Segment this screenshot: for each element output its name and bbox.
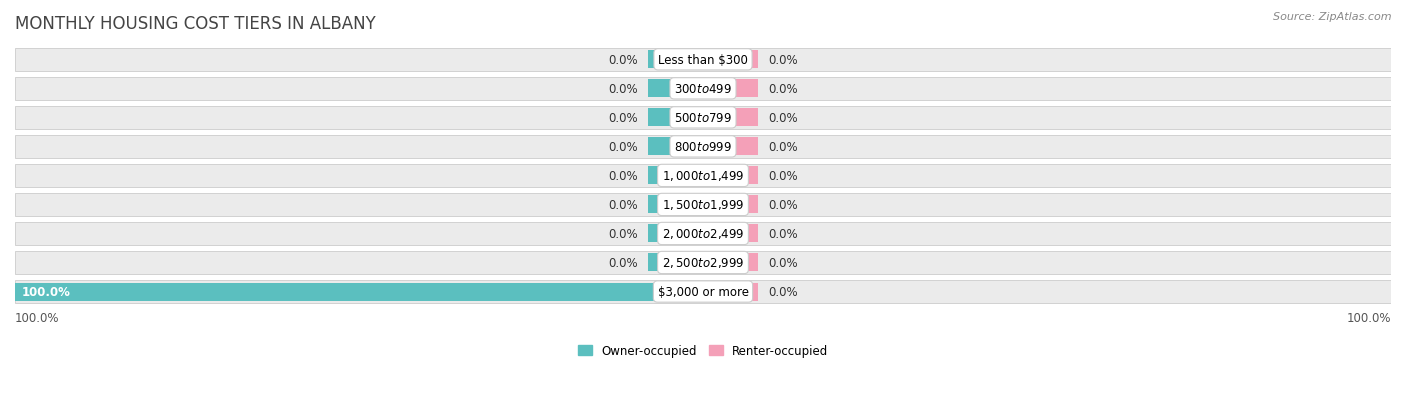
Text: 0.0%: 0.0% [768,285,799,298]
Bar [648,80,703,98]
Text: $800 to $999: $800 to $999 [673,140,733,154]
Text: 0.0%: 0.0% [607,83,638,95]
Bar [703,80,758,98]
Text: $3,000 or more: $3,000 or more [658,285,748,298]
Bar [15,280,1391,304]
Text: 0.0%: 0.0% [768,199,799,211]
Bar [703,109,758,127]
Bar [648,225,703,243]
Text: 0.0%: 0.0% [607,54,638,66]
Text: 100.0%: 100.0% [15,311,59,325]
Text: $2,500 to $2,999: $2,500 to $2,999 [662,256,744,270]
Bar [15,135,1391,159]
Bar [15,251,1391,274]
Text: $2,000 to $2,499: $2,000 to $2,499 [662,227,744,241]
Text: $1,500 to $1,999: $1,500 to $1,999 [662,198,744,212]
Text: Less than $300: Less than $300 [658,54,748,66]
Bar [15,222,1391,245]
Bar [15,107,1391,130]
Bar [703,138,758,156]
Text: 0.0%: 0.0% [607,228,638,240]
Text: $1,000 to $1,499: $1,000 to $1,499 [662,169,744,183]
Legend: Owner-occupied, Renter-occupied: Owner-occupied, Renter-occupied [572,339,834,362]
Text: 100.0%: 100.0% [22,285,70,298]
Bar [703,167,758,185]
Text: 0.0%: 0.0% [768,83,799,95]
Text: 0.0%: 0.0% [768,112,799,125]
Bar [703,283,758,301]
Bar [15,49,1391,72]
Text: $500 to $799: $500 to $799 [673,112,733,125]
Text: 0.0%: 0.0% [607,169,638,183]
Text: 0.0%: 0.0% [768,54,799,66]
Bar [648,196,703,214]
Text: 100.0%: 100.0% [1347,311,1391,325]
Bar [15,283,703,301]
Bar [648,138,703,156]
Text: 0.0%: 0.0% [607,112,638,125]
Text: 0.0%: 0.0% [607,140,638,154]
Bar [15,78,1391,101]
Bar [648,51,703,69]
Bar [703,196,758,214]
Text: 0.0%: 0.0% [768,228,799,240]
Bar [648,254,703,272]
Text: 0.0%: 0.0% [768,140,799,154]
Text: Source: ZipAtlas.com: Source: ZipAtlas.com [1274,12,1392,22]
Text: 0.0%: 0.0% [768,169,799,183]
Text: 0.0%: 0.0% [607,256,638,269]
Bar [703,225,758,243]
Bar [648,167,703,185]
Bar [703,51,758,69]
Bar [703,254,758,272]
Bar [15,164,1391,188]
Bar [15,193,1391,216]
Text: 0.0%: 0.0% [607,199,638,211]
Text: MONTHLY HOUSING COST TIERS IN ALBANY: MONTHLY HOUSING COST TIERS IN ALBANY [15,15,375,33]
Bar [648,109,703,127]
Text: 0.0%: 0.0% [768,256,799,269]
Text: $300 to $499: $300 to $499 [673,83,733,95]
